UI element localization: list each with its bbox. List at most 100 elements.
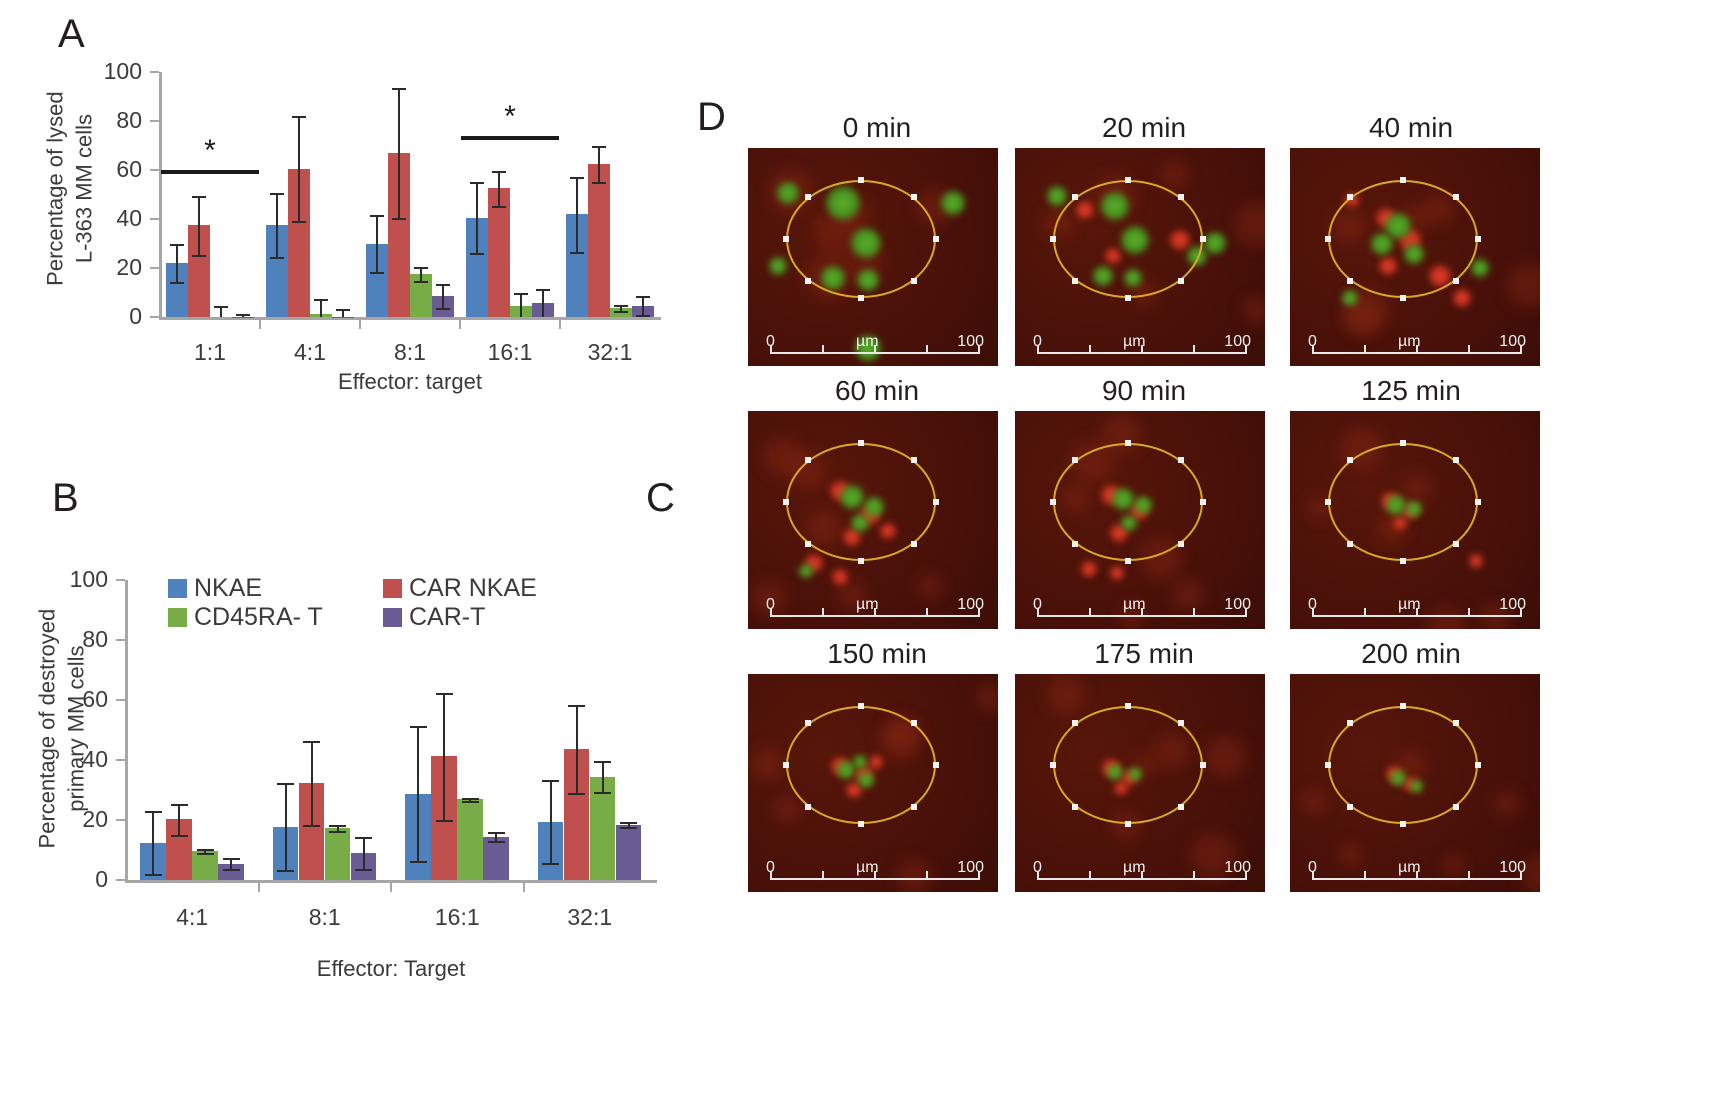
roi-handle[interactable]: [1453, 803, 1460, 810]
roi-handle[interactable]: [911, 720, 918, 727]
red-cell: [1081, 561, 1097, 577]
roi-handle[interactable]: [1178, 457, 1185, 464]
roi-handle[interactable]: [1071, 277, 1078, 284]
roi-handle[interactable]: [1071, 803, 1078, 810]
error-bar-cap: [594, 792, 612, 795]
roi-handle[interactable]: [858, 440, 864, 446]
y-tick-label: 100: [69, 566, 108, 592]
y-tick: [116, 879, 125, 881]
scale-bar-min-label: 0: [1033, 859, 1042, 876]
roi-handle[interactable]: [804, 194, 811, 201]
legend-item-car-nkae[interactable]: CAR NKAE: [383, 576, 598, 601]
error-bar: [276, 193, 278, 257]
roi-handle[interactable]: [858, 558, 864, 564]
error-bar: [310, 740, 313, 825]
roi-handle[interactable]: [783, 762, 789, 768]
roi-handle[interactable]: [1071, 540, 1078, 547]
roi-handle[interactable]: [804, 540, 811, 547]
roi-handle[interactable]: [1125, 703, 1131, 709]
roi-handle[interactable]: [1346, 803, 1353, 810]
roi-handle[interactable]: [1125, 558, 1131, 564]
background-blob: [1507, 263, 1540, 309]
legend-item-car-t[interactable]: CAR-T: [383, 605, 598, 630]
scale-bar-tick: [822, 871, 824, 880]
roi-handle[interactable]: [1178, 540, 1185, 547]
roi-handle[interactable]: [911, 540, 918, 547]
roi-handle[interactable]: [858, 177, 864, 183]
roi-handle[interactable]: [1125, 295, 1131, 301]
x-tick-label: 4:1: [176, 904, 209, 930]
roi-handle[interactable]: [1125, 821, 1131, 827]
roi-handle[interactable]: [1453, 720, 1460, 727]
roi-handle[interactable]: [1200, 236, 1206, 242]
roi-handle[interactable]: [1071, 720, 1078, 727]
roi-handle[interactable]: [783, 499, 789, 505]
roi-handle[interactable]: [1125, 177, 1131, 183]
scale-bar-tick: [874, 608, 876, 617]
roi-handle[interactable]: [1346, 720, 1353, 727]
roi-handle[interactable]: [1346, 457, 1353, 464]
roi-handle[interactable]: [804, 277, 811, 284]
roi-handle[interactable]: [1125, 440, 1131, 446]
roi-handle[interactable]: [911, 457, 918, 464]
roi-handle[interactable]: [1400, 821, 1406, 827]
scale-bar-tick: [1245, 871, 1247, 880]
scale-bar-tick: [978, 871, 980, 880]
roi-handle[interactable]: [858, 821, 864, 827]
scale-bar-unit-label: µm: [1398, 859, 1421, 876]
roi-handle[interactable]: [1400, 440, 1406, 446]
roi-handle[interactable]: [1200, 762, 1206, 768]
roi-handle[interactable]: [804, 720, 811, 727]
legend-item-nkae[interactable]: NKAE: [168, 576, 383, 601]
roi-handle[interactable]: [1453, 540, 1460, 547]
roi-handle[interactable]: [1325, 236, 1331, 242]
roi-handle[interactable]: [1453, 457, 1460, 464]
error-bar: [476, 182, 478, 254]
roi-handle[interactable]: [804, 803, 811, 810]
roi-handle[interactable]: [1050, 762, 1056, 768]
roi-handle[interactable]: [911, 803, 918, 810]
roi-handle[interactable]: [858, 703, 864, 709]
background-blob: [896, 859, 932, 892]
bar: [566, 214, 588, 317]
roi-handle[interactable]: [933, 499, 939, 505]
roi-handle[interactable]: [1475, 499, 1481, 505]
y-tick: [116, 579, 125, 581]
roi-handle[interactable]: [1453, 277, 1460, 284]
scale-bar-max-label: 100: [1224, 859, 1251, 876]
roi-handle[interactable]: [1050, 236, 1056, 242]
bar: [266, 225, 288, 317]
x-tick: [559, 320, 561, 329]
roi-handle[interactable]: [1400, 177, 1406, 183]
roi-handle[interactable]: [1071, 194, 1078, 201]
roi-handle[interactable]: [1325, 499, 1331, 505]
scale-bar-tick: [1193, 345, 1195, 354]
legend-item-cd45ra-t[interactable]: CD45RA- T: [168, 605, 383, 630]
roi-handle[interactable]: [1346, 277, 1353, 284]
roi-handle[interactable]: [1200, 499, 1206, 505]
roi-handle[interactable]: [1178, 277, 1185, 284]
roi-handle[interactable]: [1346, 194, 1353, 201]
roi-handle[interactable]: [1346, 540, 1353, 547]
roi-handle[interactable]: [933, 236, 939, 242]
roi-handle[interactable]: [858, 295, 864, 301]
roi-handle[interactable]: [1400, 703, 1406, 709]
roi-handle[interactable]: [1178, 803, 1185, 810]
roi-handle[interactable]: [1178, 194, 1185, 201]
roi-handle[interactable]: [911, 194, 918, 201]
roi-handle[interactable]: [1453, 194, 1460, 201]
roi-handle[interactable]: [1475, 762, 1481, 768]
roi-handle[interactable]: [1178, 720, 1185, 727]
roi-handle[interactable]: [1400, 558, 1406, 564]
roi-handle[interactable]: [1400, 295, 1406, 301]
roi-handle[interactable]: [911, 277, 918, 284]
roi-handle[interactable]: [1071, 457, 1078, 464]
roi-handle[interactable]: [1475, 236, 1481, 242]
roi-handle[interactable]: [783, 236, 789, 242]
bar: [588, 163, 610, 317]
roi-handle[interactable]: [933, 762, 939, 768]
roi-handle[interactable]: [804, 457, 811, 464]
roi-handle[interactable]: [1325, 762, 1331, 768]
roi-handle[interactable]: [1050, 499, 1056, 505]
scale-bar-unit-label: µm: [1398, 596, 1421, 613]
